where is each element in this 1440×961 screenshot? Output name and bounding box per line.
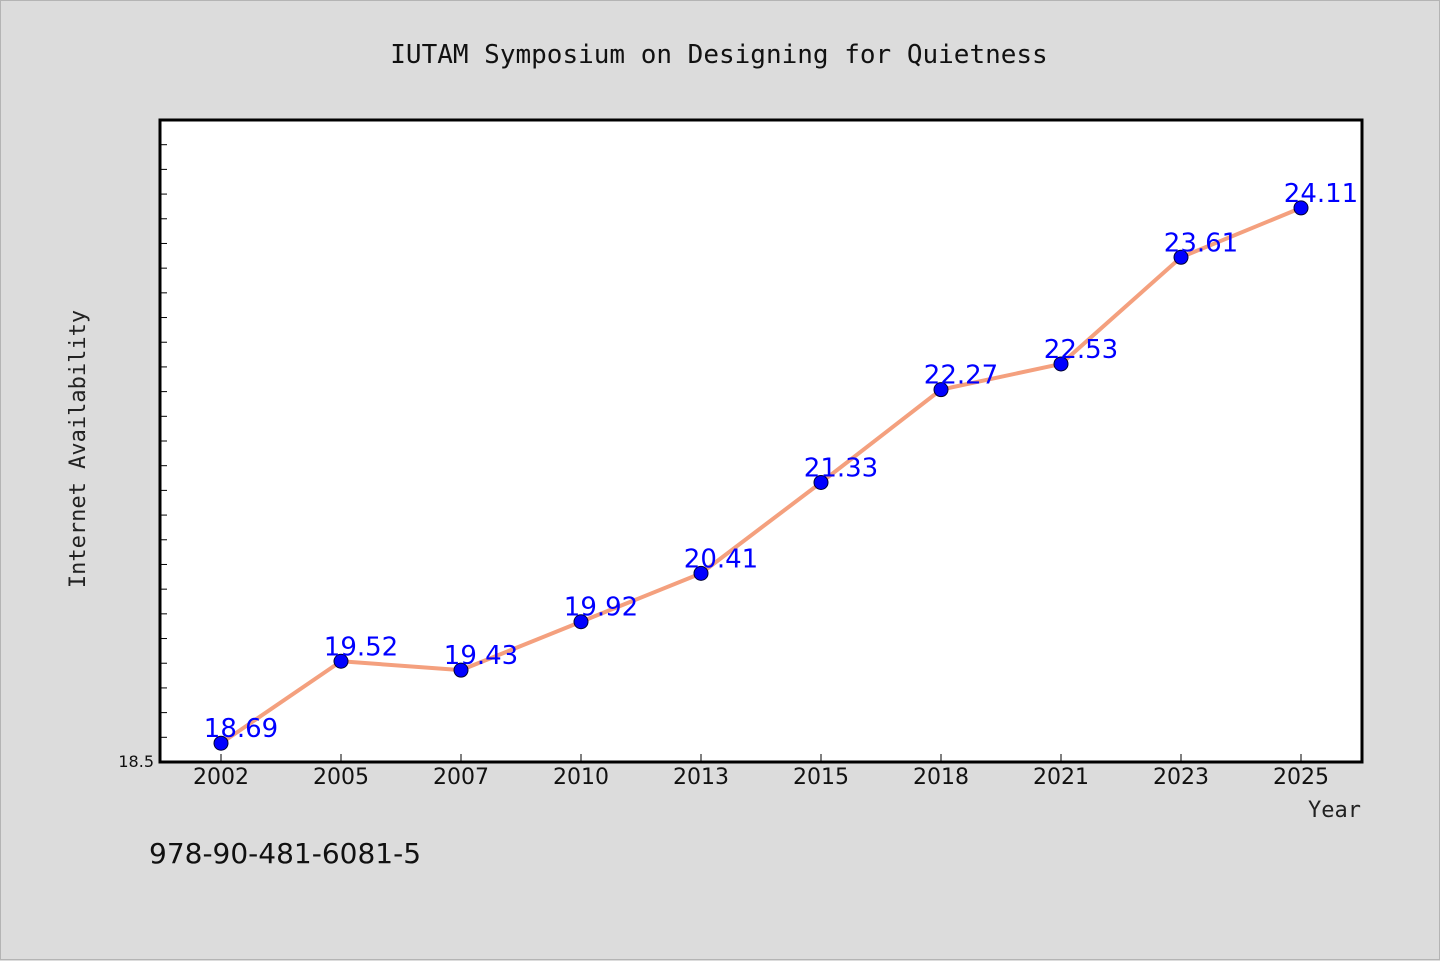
data-point-marker	[933, 382, 949, 398]
isbn-text: 978-90-481-6081-5	[149, 837, 421, 870]
x-tick-label: 2025	[1273, 765, 1329, 790]
chart-title: IUTAM Symposium on Designing for Quietne…	[390, 40, 1047, 70]
data-label: 22.27	[924, 361, 998, 391]
y-axis-ticks: 18.5	[118, 144, 167, 771]
data-label: 21.33	[804, 453, 878, 483]
x-tick-label: 2023	[1153, 765, 1209, 790]
data-label: 19.52	[324, 632, 398, 662]
data-point-marker	[333, 653, 349, 669]
x-axis-ticks: 2002 2005 2007 2010 2013 2015 2018 2021 2023 2025	[193, 754, 1329, 790]
x-axis-label: Year	[1308, 798, 1361, 823]
data-label: 24.11	[1284, 179, 1358, 209]
data-label: 20.41	[684, 544, 758, 574]
data-label: 23.61	[1164, 228, 1238, 258]
series-layer: 18.69 19.52 19.43 19.92 20.41 21.33 22.27 22.53…	[204, 179, 1358, 751]
data-point-marker	[1173, 249, 1189, 265]
data-label: 19.43	[444, 641, 518, 671]
data-label: 22.53	[1044, 335, 1118, 365]
series-line	[219, 205, 1303, 746]
data-point-marker	[573, 614, 589, 630]
x-tick-label: 2005	[313, 765, 369, 790]
data-point-marker	[1053, 356, 1069, 372]
data-point-marker	[813, 474, 829, 490]
data-point-marker	[1293, 200, 1309, 216]
x-tick-label: 2010	[553, 765, 609, 790]
data-label: 19.92	[564, 593, 638, 623]
y-axis-label: Internet Availability	[66, 310, 91, 588]
x-tick-label: 2002	[193, 765, 249, 790]
plot-area	[158, 118, 1364, 764]
x-tick-label: 2021	[1033, 765, 1089, 790]
data-point-marker	[213, 735, 229, 751]
data-point-marker	[453, 662, 469, 678]
data-label: 18.69	[204, 714, 278, 744]
y-tick-label: 18.5	[118, 752, 154, 771]
x-tick-label: 2015	[793, 765, 849, 790]
data-point-marker	[693, 565, 709, 581]
x-tick-label: 2013	[673, 765, 729, 790]
x-tick-label: 2018	[913, 765, 969, 790]
x-tick-label: 2007	[433, 765, 489, 790]
